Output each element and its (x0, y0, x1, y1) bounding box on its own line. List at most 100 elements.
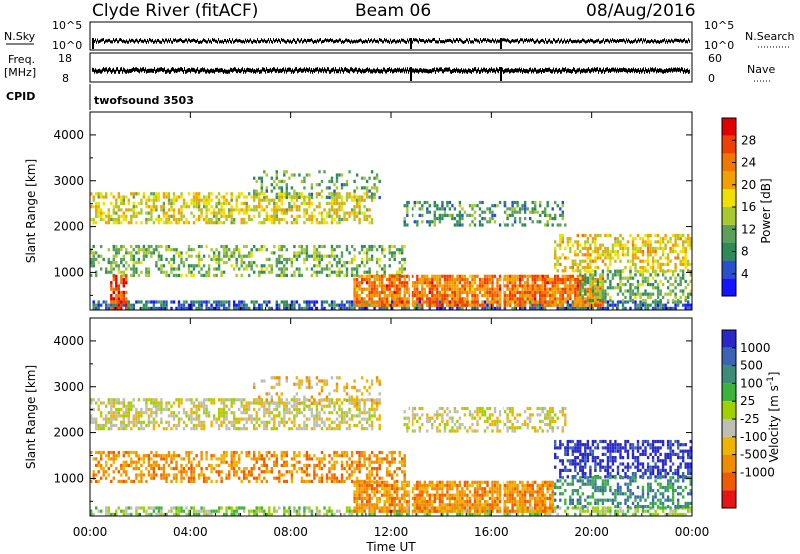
power-cell (631, 283, 635, 287)
power-cell (574, 240, 577, 244)
freq-sample (597, 67, 598, 72)
noise-sample (518, 40, 519, 44)
velocity-cell (110, 427, 113, 431)
power-cell (579, 286, 582, 290)
freq-sample (464, 69, 465, 74)
freq-sample (640, 67, 641, 72)
power-cell (551, 281, 554, 285)
power-cell (167, 201, 171, 205)
noise-sample (671, 38, 672, 42)
power-cell (212, 300, 216, 304)
velocity-cell (152, 404, 156, 408)
power-cell (629, 292, 632, 296)
power-cell (295, 198, 299, 202)
noise-sample (526, 38, 527, 42)
freq-sample (367, 67, 368, 72)
noise-sample (637, 39, 638, 43)
power-cell (243, 261, 246, 265)
velocity-cell (152, 398, 156, 402)
power-cell (137, 251, 141, 255)
power-cell (122, 284, 125, 288)
power-cell (636, 286, 640, 290)
power-cell (624, 300, 627, 304)
power-cell (416, 223, 419, 227)
noise-sample (476, 38, 477, 42)
noise-sample (304, 38, 305, 42)
freq-sample (649, 69, 650, 74)
power-cell (360, 261, 364, 265)
power-cell (579, 250, 582, 254)
freq-sample (231, 68, 232, 73)
power-cell (263, 195, 266, 200)
power-cell (293, 192, 296, 196)
power-cell (534, 274, 537, 278)
power-cell (200, 211, 203, 215)
freq-sample (132, 68, 133, 73)
power-cell (343, 211, 346, 215)
power-cell (644, 240, 647, 244)
velocity-cell (127, 407, 130, 411)
power-cell (210, 198, 213, 202)
freq-sample (668, 68, 669, 73)
power-cell (157, 221, 161, 225)
velocity-cell (95, 417, 98, 421)
power-cell (393, 274, 396, 278)
power-cell (639, 306, 642, 310)
power-cell (614, 286, 617, 290)
freq-sample (258, 67, 259, 72)
power-cell (230, 192, 233, 196)
power-cell (378, 281, 381, 285)
power-cell (280, 254, 283, 258)
freq-sample (340, 69, 341, 74)
noise-sample (554, 38, 555, 42)
power-cell (466, 284, 469, 288)
freq-sample (479, 69, 480, 74)
power-cell (240, 306, 243, 310)
power-cell (368, 257, 371, 261)
velocity-cell (175, 398, 178, 402)
velocity-cell (182, 411, 186, 415)
power-cell (468, 303, 472, 307)
power-cell (546, 294, 549, 298)
power-cell (92, 217, 95, 222)
freq-sample (471, 69, 472, 74)
freq-sample (166, 69, 167, 74)
freq-sample (548, 67, 549, 72)
power-cell (255, 192, 258, 196)
power-cell (621, 270, 625, 274)
power-cell (503, 277, 507, 282)
power-cell (428, 303, 431, 307)
power-cell (516, 297, 519, 301)
power-cell (260, 270, 263, 274)
power-cell (654, 259, 657, 263)
power-cell (549, 294, 552, 298)
noise-sample (531, 38, 532, 42)
power-cell (290, 273, 294, 277)
noise-sample (480, 38, 481, 42)
power-cell (513, 220, 517, 224)
noise-sample (472, 40, 473, 44)
freq-sample (643, 67, 644, 72)
freq-sample (198, 69, 199, 74)
power-cell (677, 237, 680, 241)
power-cell (526, 281, 529, 285)
noise-sample (608, 39, 609, 43)
power-cell (591, 240, 595, 244)
power-cell (265, 248, 268, 252)
noise-sample (251, 40, 252, 44)
power-cell (654, 299, 657, 303)
power-cell (295, 217, 299, 222)
power-cell (142, 254, 146, 258)
power-cell (441, 207, 444, 211)
power-cell (498, 306, 502, 310)
power-cell (483, 303, 487, 307)
freq-sample (543, 69, 544, 74)
power-cell (468, 223, 472, 227)
power-cell (245, 208, 248, 212)
power-cell (661, 306, 665, 310)
power-cell (303, 214, 306, 218)
power-cell (473, 274, 477, 278)
noise-sample (351, 39, 352, 43)
power-cell (265, 257, 268, 261)
power-cell (571, 274, 574, 278)
